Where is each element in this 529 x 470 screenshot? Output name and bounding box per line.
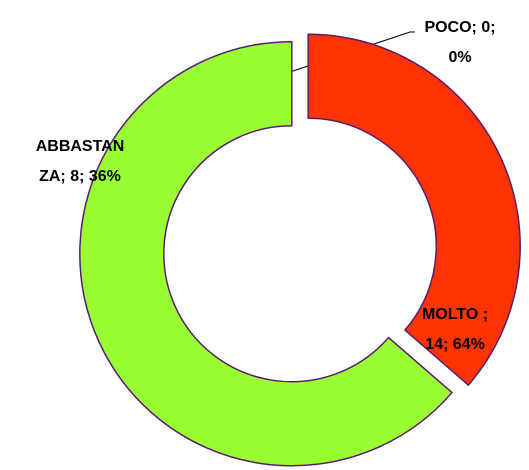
data-label: 0% xyxy=(448,49,471,66)
donut-slice xyxy=(79,40,454,467)
donut-slice xyxy=(307,33,521,387)
data-label: ZA; 8; 36% xyxy=(39,168,121,185)
data-label: ABBASTAN xyxy=(36,138,125,155)
data-label: POCO; 0; xyxy=(424,19,495,36)
data-label: 14; 64% xyxy=(425,336,485,353)
data-label: MOLTO ; xyxy=(422,306,488,323)
